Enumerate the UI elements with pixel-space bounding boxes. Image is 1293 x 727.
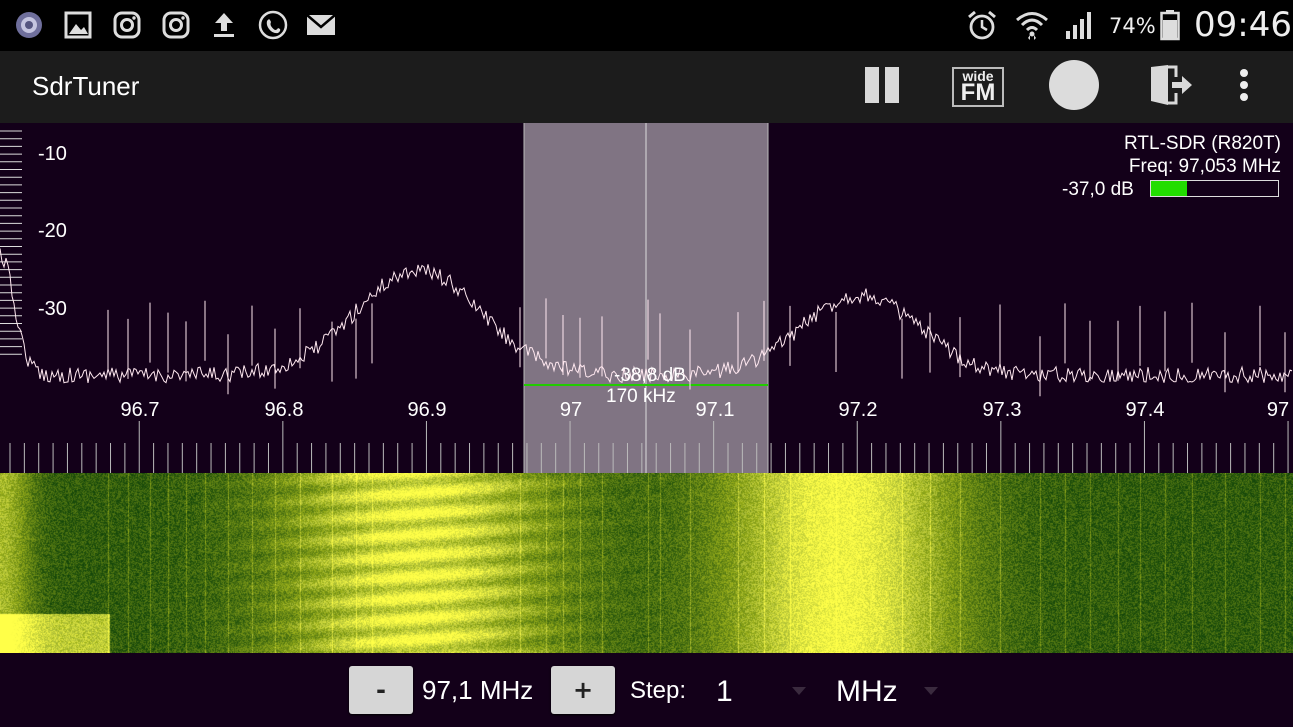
spectrum-trace: [0, 248, 1293, 385]
pause-icon: [862, 65, 902, 109]
pause-button[interactable]: [856, 59, 908, 115]
status-bar: 74% 09:46: [0, 0, 1293, 51]
call-icon: [256, 8, 290, 42]
upload-icon: [207, 8, 241, 42]
mode-button[interactable]: wide FM: [950, 59, 1006, 115]
unit-value: MHz: [836, 675, 898, 708]
db-label: -30: [38, 298, 67, 320]
chevron-down-icon: [792, 687, 806, 695]
mode-top-label: wide: [962, 68, 994, 84]
instagram-icon: [159, 8, 193, 42]
signal-level: -37,0 dB: [1062, 179, 1134, 200]
freq-label: 97.4: [1125, 399, 1165, 421]
signal-level-fill: [1151, 181, 1187, 196]
exit-icon: [1148, 63, 1194, 111]
spectrum-view[interactable]: -10 -20 -30 96.7 96.8 96.9 97 97.1 97.2 …: [0, 123, 1293, 473]
step-label: Step:: [630, 677, 687, 704]
battery-icon: [1158, 8, 1182, 42]
db-label: -20: [38, 220, 67, 242]
gallery-icon: [61, 8, 95, 42]
chevron-down-icon: [924, 687, 938, 695]
device-name: RTL-SDR (R820T): [1124, 133, 1281, 154]
more-icon: [1238, 67, 1250, 107]
frequency-display: 97,1 MHz: [422, 675, 534, 705]
signal-level-meter: [1150, 180, 1279, 197]
freq-label: 97.3: [982, 399, 1022, 421]
step-select[interactable]: 1: [706, 663, 816, 717]
wide-fm-icon: wide FM: [952, 67, 1004, 107]
freq-label: 96.8: [264, 399, 304, 421]
alarm-icon: [965, 8, 999, 42]
step-value: 1: [716, 675, 733, 708]
wifi-icon: [1015, 8, 1049, 42]
frequency-decrease-button[interactable]: -: [349, 666, 413, 714]
freq-label: 96.9: [407, 399, 447, 421]
exit-button[interactable]: [1146, 59, 1196, 115]
freq-label: 97.2: [838, 399, 878, 421]
instagram-icon: [110, 8, 144, 42]
waterfall-canvas: [0, 473, 1293, 653]
frequency-increase-button[interactable]: +: [551, 666, 615, 714]
signal-icon: [1063, 8, 1097, 42]
record-icon: [1048, 59, 1100, 115]
spectrum-plot: [0, 123, 1293, 473]
record-button[interactable]: [1046, 59, 1102, 115]
mode-bottom-label: FM: [960, 79, 996, 106]
frequency-readout: Freq: 97,053 MHz: [1128, 156, 1281, 177]
mail-icon: [304, 8, 338, 42]
waterfall-view[interactable]: [0, 473, 1293, 653]
db-label: -10: [38, 143, 67, 165]
selection-db: -38,8 dB: [614, 365, 686, 386]
freq-label: 96.7: [120, 399, 160, 421]
clock: 09:46: [1194, 5, 1292, 45]
overflow-menu-button[interactable]: [1226, 59, 1262, 115]
app-badge-icon: [12, 8, 46, 42]
freq-label: 97: [1266, 399, 1290, 421]
app-bar: SdrTuner wide FM: [0, 51, 1293, 123]
unit-select[interactable]: MHz: [826, 663, 946, 717]
freq-label: 97: [559, 399, 583, 421]
freq-label: 97.1: [695, 399, 735, 421]
tuning-controls: - 97,1 MHz + Step: 1 MHz: [0, 653, 1293, 727]
selection-bandwidth: 170 kHz: [606, 386, 676, 407]
battery-percent: 74%: [1109, 14, 1156, 38]
app-title: SdrTuner: [32, 71, 140, 101]
